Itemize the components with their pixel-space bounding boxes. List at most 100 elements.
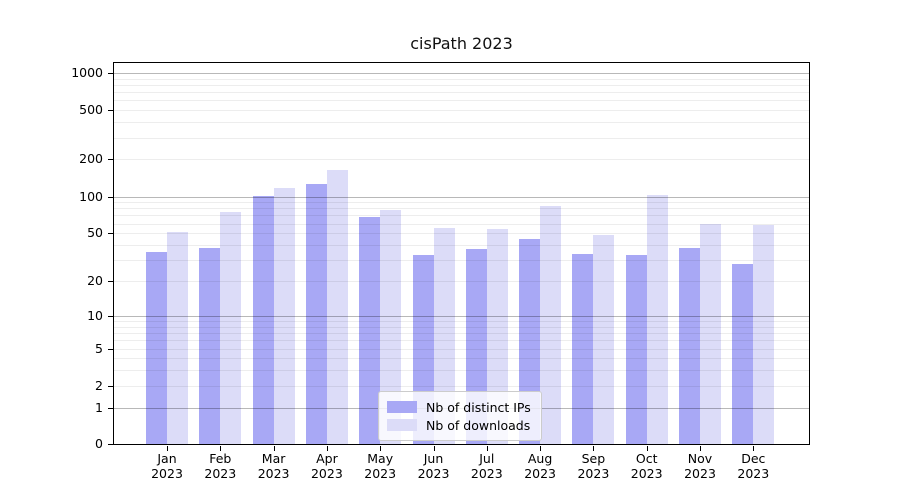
gridline-minor-600 — [113, 100, 810, 102]
x-tick-mar — [273, 446, 275, 451]
legend-item-downloads: Nb of downloads — [387, 416, 531, 434]
gridline-minor-6 — [113, 340, 810, 342]
y-tick-5 — [108, 348, 113, 350]
y-tick-2 — [108, 385, 113, 387]
gridline-major-1000 — [113, 72, 810, 74]
y-label-5: 5 — [95, 340, 103, 356]
gridline-minor-60 — [113, 223, 810, 225]
x-label-sep: Sep 2023 — [577, 451, 610, 481]
bar-dec-downloads — [753, 224, 775, 445]
x-label-feb: Feb 2023 — [204, 451, 237, 481]
bar-jun-downloads — [433, 228, 455, 445]
x-tick-nov — [700, 446, 701, 451]
y-label-1: 1 — [95, 399, 103, 415]
legend-swatch-downloads — [387, 419, 417, 431]
gridline-minor-200 — [113, 159, 810, 161]
bar-may-downloads — [380, 210, 402, 445]
x-label-nov: Nov 2023 — [684, 451, 716, 481]
bar-sep-downloads — [593, 235, 615, 445]
bar-nov-distinct-ips — [679, 247, 700, 445]
gridline-minor-900 — [113, 78, 810, 80]
chart-title: cisPath 2023 — [410, 34, 513, 53]
x-tick-dec — [753, 446, 755, 451]
gridline-minor-700 — [113, 92, 810, 94]
x-tick-aug — [540, 446, 542, 451]
y-tick-10 — [108, 315, 113, 317]
gridline-minor-90 — [113, 202, 810, 204]
y-tick-500 — [108, 110, 113, 112]
y-label-1000: 1000 — [71, 64, 103, 80]
bar-feb-downloads — [220, 211, 242, 445]
legend-label-distinct-ips: Nb of distinct IPs — [426, 399, 531, 415]
bar-aug-downloads — [540, 205, 562, 445]
gridline-minor-800 — [113, 84, 810, 86]
bar-feb-distinct-ips — [199, 247, 221, 445]
bar-oct-distinct-ips — [625, 255, 647, 445]
gridline-minor-30 — [113, 260, 810, 262]
bar-oct-downloads — [646, 195, 668, 445]
y-tick-20 — [108, 281, 113, 282]
bar-may-distinct-ips — [359, 217, 381, 445]
gridline-minor-40 — [113, 245, 810, 246]
x-label-apr: Apr 2023 — [310, 451, 343, 481]
x-label-may: May 2023 — [364, 451, 397, 481]
x-label-oct: Oct 2023 — [630, 451, 663, 481]
bar-nov-downloads — [700, 223, 721, 445]
gridline-minor-5 — [113, 348, 810, 350]
x-label-dec: Dec 2023 — [737, 451, 770, 481]
gridline-minor-400 — [113, 122, 810, 124]
gridline-minor-80 — [113, 208, 810, 210]
bar-mar-downloads — [273, 187, 295, 445]
y-label-100: 100 — [79, 188, 103, 204]
gridline-minor-20 — [113, 281, 810, 282]
y-tick-1000 — [108, 72, 113, 74]
plot-area — [113, 62, 810, 445]
x-tick-jul — [486, 446, 488, 451]
gridline-minor-9 — [113, 321, 810, 322]
gridline-minor-300 — [113, 137, 810, 139]
bar-apr-downloads — [326, 170, 348, 445]
bar-apr-distinct-ips — [305, 183, 327, 445]
x-tick-feb — [220, 446, 222, 451]
y-tick-1 — [108, 407, 113, 409]
y-tick-50 — [108, 233, 113, 235]
x-tick-may — [380, 446, 382, 451]
x-label-jan: Jan 2023 — [151, 451, 183, 481]
x-tick-sep — [593, 446, 595, 451]
gridline-minor-7 — [113, 333, 810, 334]
gridline-minor-500 — [113, 110, 810, 112]
y-tick-200 — [108, 159, 113, 161]
gridline-minor-8 — [113, 326, 810, 328]
y-label-200: 200 — [79, 151, 103, 167]
y-label-500: 500 — [79, 102, 103, 118]
gridline-minor-3 — [113, 370, 810, 372]
gridline-minor-70 — [113, 215, 810, 217]
bar-mar-distinct-ips — [252, 195, 274, 445]
y-label-2: 2 — [95, 377, 103, 393]
bar-sep-distinct-ips — [572, 253, 594, 445]
bar-jan-downloads — [167, 232, 188, 445]
y-tick-0 — [108, 444, 113, 445]
x-label-mar: Mar 2023 — [257, 451, 290, 481]
x-label-jul: Jul 2023 — [470, 451, 503, 481]
gridline-major-100 — [113, 196, 810, 198]
y-label-20: 20 — [87, 273, 103, 288]
legend: Nb of distinct IPs Nb of downloads — [378, 391, 542, 441]
x-label-aug: Aug 2023 — [524, 451, 556, 481]
bar-jan-distinct-ips — [146, 252, 167, 445]
x-tick-jun — [433, 446, 435, 451]
gridline-major-10 — [113, 315, 810, 317]
gridline-minor-50 — [113, 233, 810, 235]
gridline-minor-2 — [113, 385, 810, 387]
y-label-10: 10 — [87, 307, 103, 323]
legend-swatch-distinct-ips — [387, 401, 417, 413]
legend-item-distinct-ips: Nb of distinct IPs — [387, 398, 531, 416]
bar-dec-distinct-ips — [732, 263, 754, 445]
y-label-0: 0 — [95, 436, 103, 451]
x-label-jun: Jun 2023 — [417, 451, 450, 481]
y-label-50: 50 — [87, 225, 103, 241]
y-tick-100 — [108, 196, 113, 198]
x-tick-apr — [326, 446, 328, 451]
x-tick-oct — [646, 446, 648, 451]
